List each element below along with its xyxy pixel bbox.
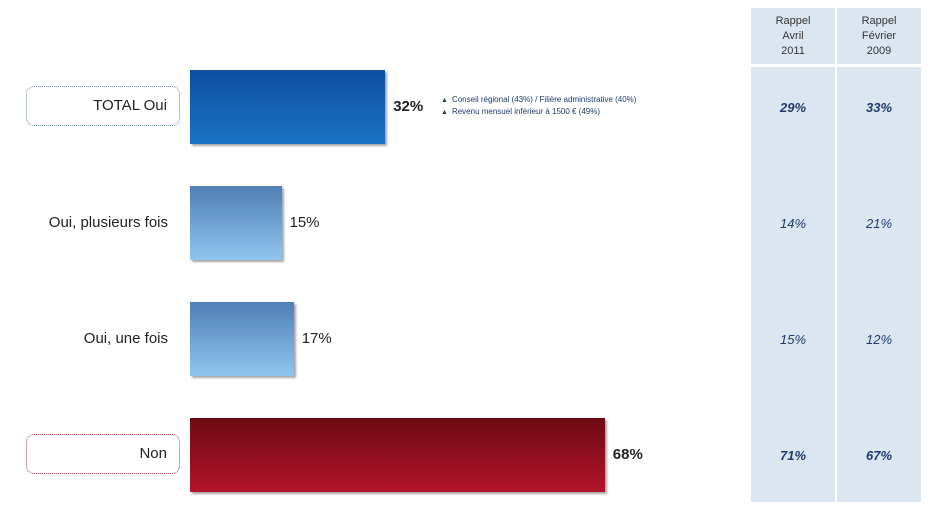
value-label-oui-une-fois: 17%: [301, 330, 332, 347]
annotation-line-1: Conseil régional (43%) / Filière adminis…: [451, 95, 637, 104]
value-label-total-oui: 32%: [393, 98, 424, 115]
recall-cell-non: 71%: [779, 448, 807, 463]
up-triangle-icon: ▲: [441, 109, 448, 116]
recall-cell-total-oui: 29%: [779, 100, 807, 115]
recall-cell-total-oui: 33%: [865, 100, 893, 115]
header-line: 2011: [781, 45, 805, 57]
annotation-note: ▲ Conseil régional (43%) / Filière admini…: [441, 94, 636, 118]
recall-cell-non: 67%: [865, 448, 893, 463]
header-line: Rappel: [861, 15, 897, 27]
category-label-total-oui: TOTAL Oui: [93, 97, 167, 114]
bar-non: [190, 418, 605, 492]
category-box-total-oui: TOTAL Oui: [26, 86, 180, 126]
annotation-line-2: Revenu mensuel inférieur à 1500 € (49%): [451, 107, 601, 116]
value-label-oui-plusieurs-fois: 15%: [289, 214, 320, 231]
recall-cell-oui-une-fois: 12%: [865, 332, 893, 347]
recall-column-header: Rappel Avril 2011: [751, 14, 835, 59]
header-line: Rappel: [775, 15, 811, 27]
value-label-non: 68%: [612, 446, 643, 463]
category-label-non: Non: [139, 445, 167, 462]
category-label-oui-une-fois: Oui, une fois: [83, 330, 168, 347]
column-divider: [751, 64, 835, 67]
up-triangle-icon: ▲: [441, 97, 448, 104]
bar-total-oui: [190, 70, 386, 144]
recall-cell-oui-plusieurs-fois: 21%: [865, 216, 893, 231]
column-divider: [837, 64, 921, 67]
recall-column-header: Rappel Février 2009: [837, 14, 921, 59]
header-line: Février: [861, 30, 897, 42]
recall-column-fevrier-2009: Rappel Février 2009 33% 21% 12% 67%: [837, 8, 921, 502]
category-label-oui-plusieurs-fois: Oui, plusieurs fois: [48, 214, 168, 231]
header-line: 2009: [866, 45, 892, 57]
bar-oui-plusieurs-fois: [190, 186, 282, 260]
recall-cell-oui-plusieurs-fois: 14%: [779, 216, 807, 231]
category-box-non: Non: [26, 434, 180, 474]
recall-cell-oui-une-fois: 15%: [779, 332, 807, 347]
header-line: Avril: [782, 30, 804, 42]
bar-oui-une-fois: [190, 302, 294, 376]
recall-column-avril-2011: Rappel Avril 2011 29% 14% 15% 71%: [751, 8, 835, 502]
